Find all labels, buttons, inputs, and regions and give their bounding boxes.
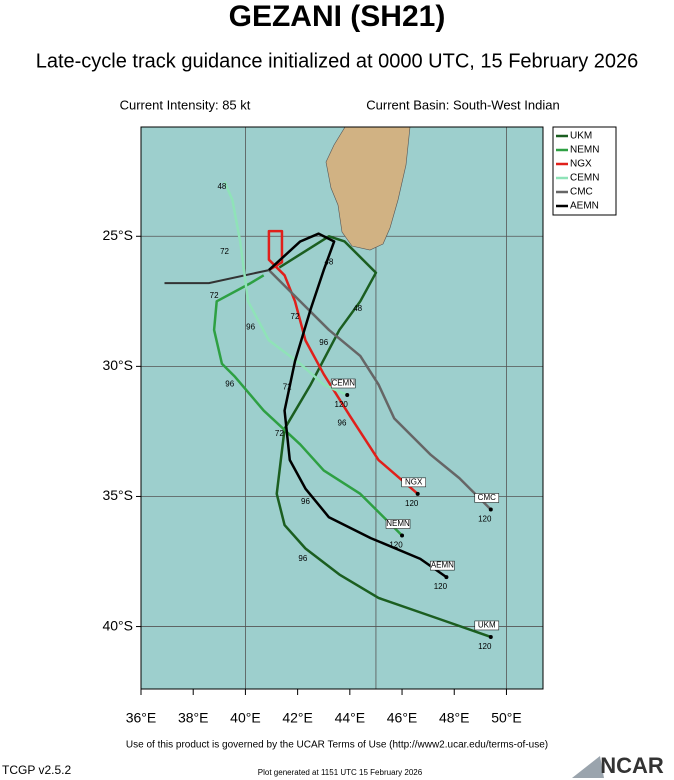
end-label: 120: [434, 582, 448, 591]
name-box: [474, 620, 500, 631]
subtitle: Late-cycle track guidance initialized at…: [36, 50, 639, 72]
end-label: 120: [478, 515, 492, 524]
legend: UKM NEMN NGX CEMN CMC AEMN: [552, 126, 617, 216]
end-label: 120: [335, 400, 349, 409]
end-point: [488, 634, 493, 639]
track-name-label: NEMN: [386, 519, 410, 528]
time-label: 72: [210, 291, 219, 300]
time-label: 72: [220, 247, 229, 256]
lon-tick-label: 40°E: [230, 710, 261, 726]
lon-tick-label: 48°E: [439, 710, 470, 726]
track-name-label: CEMN: [331, 379, 355, 388]
map-frame: [140, 126, 544, 690]
track: [212, 274, 403, 537]
time-label: 96: [225, 380, 234, 389]
legend-label: CMC: [570, 187, 593, 198]
time-label: 72: [275, 429, 284, 438]
track: [268, 232, 448, 579]
name-box: [401, 477, 426, 488]
track: [267, 229, 419, 495]
name-box: [385, 519, 411, 529]
name-box: [430, 560, 455, 571]
lon-tick-label: 44°E: [335, 710, 366, 726]
track-name-label: CMC: [478, 493, 496, 502]
time-label: 48: [217, 182, 226, 191]
time-label: 96: [319, 338, 328, 347]
end-label: 120: [389, 541, 403, 550]
lon-tick-label: 42°E: [282, 710, 313, 726]
time-label: 72: [283, 382, 292, 391]
time-label: 72: [291, 312, 300, 321]
lon-tick-label: 50°E: [491, 710, 522, 726]
legend-label: NGX: [570, 159, 592, 170]
title: GEZANI (SH21): [229, 0, 446, 33]
time-label: 48: [353, 304, 362, 313]
generated: Plot generated at 1151 UTC 15 February 2…: [258, 768, 423, 777]
track: [223, 181, 348, 397]
time-label: 48: [324, 257, 333, 266]
end-point: [415, 491, 420, 496]
track-name-label: NGX: [405, 477, 423, 486]
track-name-label: AEMN: [431, 561, 454, 570]
name-box: [330, 378, 356, 389]
end-point: [400, 533, 405, 538]
lon-tick-label: 38°E: [178, 710, 209, 726]
name-box: [474, 493, 500, 503]
legend-label: CEMN: [570, 173, 599, 184]
time-label: 96: [298, 554, 307, 563]
terms: Use of this product is governed by the U…: [126, 740, 548, 751]
end-label: 120: [405, 499, 419, 508]
version: TCGP v2.5.2: [2, 763, 71, 777]
tracks: 120 UKM 120 NEMN 120 NGX 120 CEMN 120 CMC 120 AEMN 4…: [164, 181, 500, 651]
time-label: 96: [301, 497, 310, 506]
intensity: Current Intensity: 85 kt: [120, 97, 251, 112]
logo: NCAR: [600, 753, 664, 778]
legend-box: [552, 126, 617, 216]
track-name-label: UKM: [478, 621, 496, 630]
end-point: [488, 507, 493, 512]
legend-label: UKM: [570, 131, 592, 142]
lon-tick-label: 46°E: [387, 710, 418, 726]
lat-tick-label: 35°S: [102, 487, 133, 503]
end-label: 120: [478, 642, 492, 651]
basin: Current Basin: South-West Indian: [366, 97, 559, 112]
end-point: [444, 575, 449, 580]
legend-label: NEMN: [570, 145, 599, 156]
lat-tick-label: 25°S: [102, 227, 133, 243]
lat-tick-label: 30°S: [102, 357, 133, 373]
logo-mark: [572, 756, 604, 778]
time-label: 96: [246, 322, 255, 331]
end-point: [345, 392, 350, 397]
lat-tick-label: 40°S: [102, 617, 133, 633]
lon-tick-label: 36°E: [126, 710, 157, 726]
legend-label: AEMN: [570, 201, 599, 212]
madagascar: [325, 126, 411, 251]
history-track: [164, 269, 270, 285]
time-label: 96: [338, 419, 347, 428]
